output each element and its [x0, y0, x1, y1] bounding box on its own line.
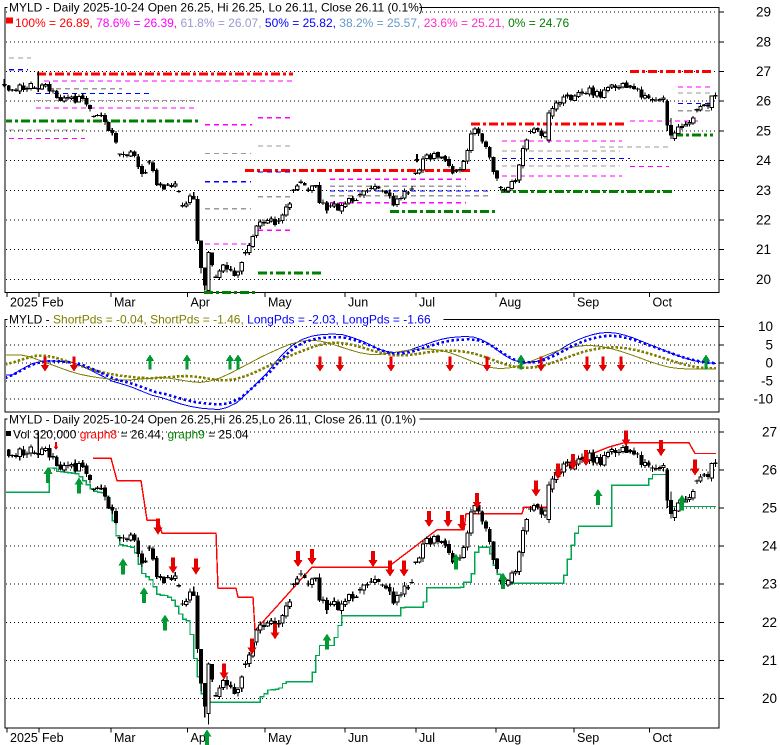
svg-text:2025: 2025 — [10, 731, 38, 745]
svg-text:MYLD - Daily 2025-10-24 Open 2: MYLD - Daily 2025-10-24 Open 26.25,Hi 26… — [9, 413, 416, 427]
svg-text:27: 27 — [762, 424, 777, 439]
svg-text:Sep: Sep — [577, 731, 599, 745]
svg-text:29: 29 — [756, 5, 771, 20]
svg-text:10: 10 — [758, 319, 773, 334]
svg-text:25: 25 — [756, 123, 771, 138]
svg-text:26: 26 — [756, 94, 771, 109]
svg-text:23: 23 — [756, 183, 771, 198]
svg-text:21: 21 — [762, 653, 777, 668]
svg-text:23: 23 — [762, 577, 777, 592]
svg-text:21: 21 — [756, 242, 771, 257]
svg-text:25: 25 — [762, 501, 777, 516]
svg-text:100% = 26.89, 78.6% = 26.39, 6: 100% = 26.89, 78.6% = 26.39, 61.8% = 26.… — [15, 16, 569, 30]
svg-text:Jul: Jul — [419, 731, 435, 745]
svg-text:24: 24 — [762, 539, 778, 554]
svg-text:20: 20 — [756, 272, 771, 287]
svg-text:Mar: Mar — [114, 296, 136, 310]
svg-text:20: 20 — [762, 691, 777, 706]
svg-text:Mar: Mar — [114, 731, 136, 745]
svg-text:Feb: Feb — [42, 731, 64, 745]
svg-text:Jun: Jun — [348, 296, 368, 310]
svg-text:24: 24 — [756, 153, 772, 168]
svg-text:Jun: Jun — [348, 731, 368, 745]
svg-text:0: 0 — [765, 355, 773, 370]
svg-text:-10: -10 — [753, 392, 773, 407]
svg-text:26: 26 — [762, 462, 777, 477]
svg-text:MYLD - Daily 2025-10-24 Open 2: MYLD - Daily 2025-10-24 Open 26.25, Hi 2… — [9, 1, 423, 15]
svg-text:Vol 320,000 graph8 = 26.44, gr: Vol 320,000 graph8 = 26.44, graph9 = 25.… — [13, 428, 249, 442]
svg-text:May: May — [268, 731, 292, 745]
svg-text:Aug: Aug — [499, 296, 521, 310]
svg-text:Oct: Oct — [653, 296, 673, 310]
svg-text:May: May — [268, 296, 292, 310]
svg-text:2025: 2025 — [10, 296, 38, 310]
svg-text:22: 22 — [756, 213, 771, 228]
svg-text:MYLD - ShortPds = -0.04, Short: MYLD - ShortPds = -0.04, ShortPds = -1.4… — [9, 313, 431, 327]
svg-text:Feb: Feb — [42, 296, 64, 310]
svg-text:Apr: Apr — [191, 296, 210, 310]
svg-text:Aug: Aug — [499, 731, 521, 745]
svg-text:-5: -5 — [761, 374, 773, 389]
svg-text:Jul: Jul — [419, 296, 435, 310]
svg-text:28: 28 — [756, 34, 771, 49]
svg-text:5: 5 — [765, 337, 773, 352]
svg-text:22: 22 — [762, 615, 777, 630]
svg-text:Oct: Oct — [653, 731, 673, 745]
svg-text:27: 27 — [756, 64, 771, 79]
svg-text:Sep: Sep — [577, 296, 599, 310]
